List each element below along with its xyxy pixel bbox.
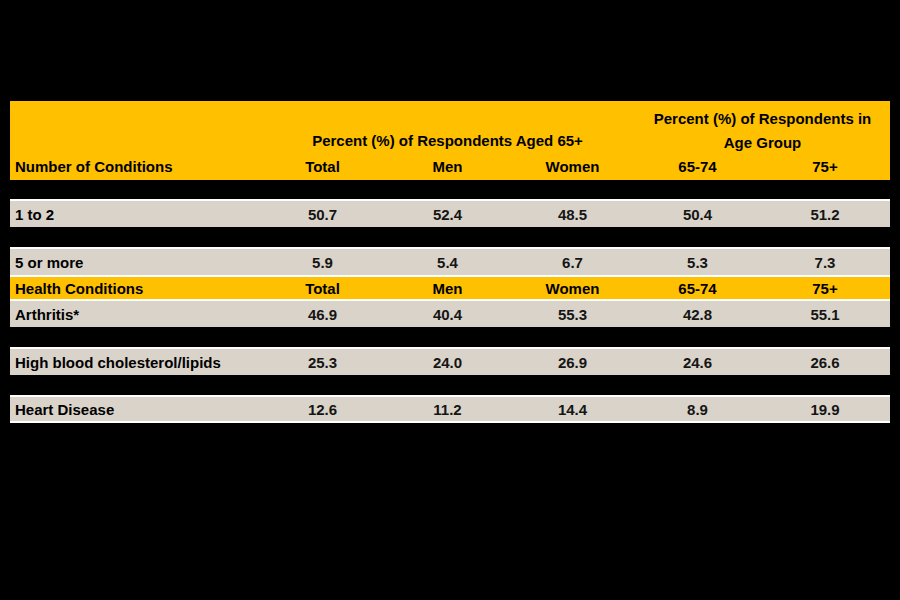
- row-value: 42.8: [635, 306, 760, 323]
- table-row: Arthritis*46.940.455.342.855.1: [10, 299, 890, 327]
- row-value: 26.9: [510, 354, 635, 371]
- row-label: 1 to 2: [10, 206, 260, 223]
- column-header-75plus: 75+: [760, 158, 890, 175]
- row-value: 65-74: [635, 280, 760, 297]
- row-value: 52.4: [385, 206, 510, 223]
- row-value: 24.0: [385, 354, 510, 371]
- slide-background: Percent (%) of Respondents Aged 65+ Perc…: [0, 0, 900, 600]
- row-value: 12.6: [260, 401, 385, 418]
- row-value: 50.7: [260, 206, 385, 223]
- column-group-header-age-group: Percent (%) of Respondents in Age Group: [635, 107, 890, 155]
- row-value: Men: [385, 280, 510, 297]
- row-value: 14.4: [510, 401, 635, 418]
- row-value: 11.2: [385, 401, 510, 418]
- row-value: 55.3: [510, 306, 635, 323]
- column-header-number-of-conditions: Number of Conditions: [10, 158, 260, 175]
- row-value: 40.4: [385, 306, 510, 323]
- table-row: 5 or more5.95.46.75.37.3: [10, 247, 890, 275]
- row-value: 6.7: [510, 254, 635, 271]
- column-labels-row: Number of Conditions Total Men Women 65-…: [10, 158, 890, 175]
- table-header: Percent (%) of Respondents Aged 65+ Perc…: [10, 101, 890, 180]
- row-value: 46.9: [260, 306, 385, 323]
- section-header-row: Health ConditionsTotalMenWomen65-7475+: [10, 275, 890, 299]
- row-value: 5.4: [385, 254, 510, 271]
- table-body: 1 to 250.752.448.550.451.25 or more5.95.…: [10, 199, 890, 423]
- redacted-row: [10, 375, 890, 395]
- redacted-row: [10, 227, 890, 247]
- conditions-table: Percent (%) of Respondents Aged 65+ Perc…: [10, 101, 890, 423]
- row-label: Arthritis*: [10, 306, 260, 323]
- column-group-header-age-group-line1: Percent (%) of Respondents in: [635, 107, 890, 131]
- row-value: 55.1: [760, 306, 890, 323]
- row-value: 26.6: [760, 354, 890, 371]
- table-row: 1 to 250.752.448.550.451.2: [10, 199, 890, 227]
- column-group-header-age-group-line2: Age Group: [635, 131, 890, 155]
- table-row: High blood cholesterol/lipids25.324.026.…: [10, 347, 890, 375]
- column-header-women: Women: [510, 158, 635, 175]
- column-group-header-aged-65plus: Percent (%) of Respondents Aged 65+: [260, 132, 635, 149]
- row-value: 5.9: [260, 254, 385, 271]
- column-header-65-74: 65-74: [635, 158, 760, 175]
- row-value: 19.9: [760, 401, 890, 418]
- row-value: 50.4: [635, 206, 760, 223]
- column-header-total: Total: [260, 158, 385, 175]
- row-value: 5.3: [635, 254, 760, 271]
- redacted-row: [10, 327, 890, 347]
- row-value: 8.9: [635, 401, 760, 418]
- row-value: 24.6: [635, 354, 760, 371]
- row-label: High blood cholesterol/lipids: [10, 354, 260, 371]
- row-value: 48.5: [510, 206, 635, 223]
- row-value: 75+: [760, 280, 890, 297]
- table-row: Heart Disease12.611.214.48.919.9: [10, 395, 890, 423]
- row-value: Total: [260, 280, 385, 297]
- row-value: 25.3: [260, 354, 385, 371]
- row-label: Health Conditions: [10, 280, 260, 297]
- row-value: 51.2: [760, 206, 890, 223]
- row-label: Heart Disease: [10, 401, 260, 418]
- row-label: 5 or more: [10, 254, 260, 271]
- column-header-men: Men: [385, 158, 510, 175]
- row-value: 7.3: [760, 254, 890, 271]
- row-value: Women: [510, 280, 635, 297]
